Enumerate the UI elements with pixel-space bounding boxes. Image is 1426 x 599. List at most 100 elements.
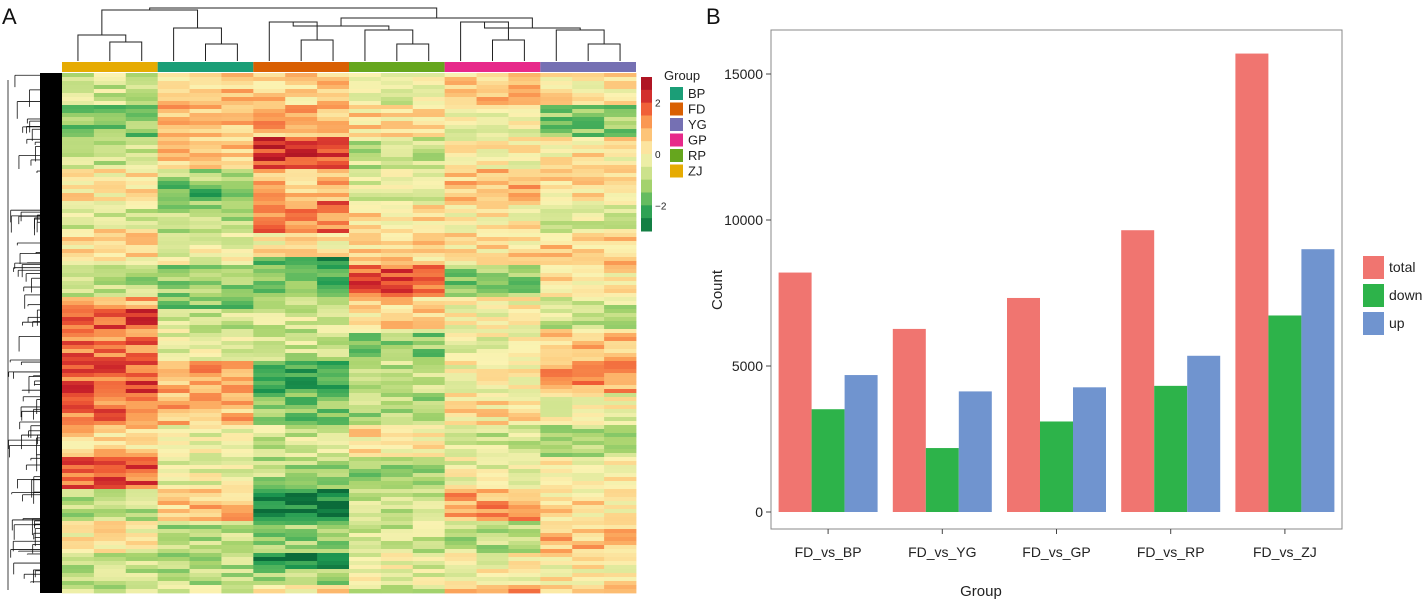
heatmap-cell	[349, 165, 382, 170]
heatmap-cell	[604, 293, 637, 298]
heatmap-cell	[540, 285, 573, 290]
heatmap-cell	[253, 93, 286, 98]
heatmap-cell	[93, 173, 127, 178]
heatmap-cell	[285, 145, 318, 150]
heatmap-cell	[253, 481, 286, 486]
legend-swatch-up	[1363, 312, 1384, 335]
heatmap-cell	[285, 121, 318, 126]
heatmap-cell	[62, 329, 95, 334]
heatmap-cell	[253, 469, 286, 474]
heatmap-cell	[62, 453, 95, 458]
heatmap-cell	[412, 517, 446, 522]
heatmap-cell	[540, 553, 573, 558]
heatmap-cell	[62, 441, 95, 446]
heatmap-cell	[93, 569, 127, 574]
heatmap-cell	[125, 105, 159, 110]
heatmap-cell	[317, 309, 350, 314]
heatmap-cell	[572, 493, 605, 498]
heatmap-cell	[189, 553, 222, 558]
heatmap-cell	[412, 93, 446, 98]
heatmap-cell	[380, 517, 414, 522]
heatmap-cell	[349, 461, 382, 466]
heatmap-cell	[444, 121, 477, 126]
heatmap-cell	[157, 521, 190, 526]
heatmap-cell	[221, 169, 254, 174]
heatmap-cell	[572, 369, 605, 374]
heatmap-cell	[189, 357, 222, 362]
heatmap-cell	[221, 289, 254, 294]
heatmap-cell	[444, 473, 477, 478]
heatmap-cell	[508, 493, 541, 498]
heatmap-cell	[349, 585, 382, 590]
heatmap-cell	[285, 189, 318, 194]
heatmap-cell	[476, 445, 509, 450]
heatmap-cell	[412, 289, 446, 294]
heatmap-cell	[93, 317, 127, 322]
heatmap-cell	[572, 525, 605, 530]
heatmap-cell	[604, 437, 637, 442]
heatmap-cell	[253, 73, 286, 78]
heatmap-cell	[444, 369, 477, 374]
heatmap-cell	[221, 101, 254, 106]
heatmap-cell	[476, 521, 509, 526]
heatmap-cell	[253, 489, 286, 494]
heatmap-cell	[317, 461, 350, 466]
heatmap-cell	[540, 517, 573, 522]
heatmap-cell	[157, 369, 190, 374]
heatmap-cell	[62, 181, 95, 186]
heatmap-cell	[157, 101, 190, 106]
heatmap-cell	[189, 333, 222, 338]
heatmap-cell	[412, 145, 446, 150]
heatmap-cell	[189, 265, 222, 270]
heatmap-cell	[285, 153, 318, 158]
heatmap-cell	[157, 397, 190, 402]
heatmap-cell	[508, 217, 541, 222]
heatmap-cell	[285, 573, 318, 578]
heatmap-cell	[412, 197, 446, 202]
heatmap-cell	[540, 177, 573, 182]
heatmap-cell	[380, 177, 414, 182]
heatmap-cell	[508, 401, 541, 406]
heatmap-cell	[62, 513, 95, 518]
heatmap-cell	[157, 561, 190, 566]
heatmap-cell	[476, 117, 509, 122]
heatmap-cell	[317, 281, 350, 286]
heatmap-cell	[189, 305, 222, 310]
heatmap-cell	[189, 409, 222, 414]
heatmap-cell	[540, 333, 573, 338]
heatmap-cell	[444, 469, 477, 474]
heatmap-cell	[604, 153, 637, 158]
heatmap-cell	[93, 373, 127, 378]
heatmap-cell	[221, 441, 254, 446]
heatmap-cell	[444, 581, 477, 586]
heatmap-cell	[93, 357, 127, 362]
heatmap-cell	[604, 369, 637, 374]
heatmap-cell	[125, 353, 159, 358]
heatmap-cell	[157, 161, 190, 166]
heatmap-cell	[412, 345, 446, 350]
heatmap-cell	[317, 169, 350, 174]
heatmap-cell	[285, 437, 318, 442]
dendrogram-link	[205, 43, 238, 61]
heatmap-cell	[221, 545, 254, 550]
heatmap-cell	[476, 97, 509, 102]
heatmap-cell	[62, 489, 95, 494]
heatmap-cell	[125, 421, 159, 426]
heatmap-cell	[572, 469, 605, 474]
scale-tick-label: 2	[655, 99, 661, 110]
heatmap-cell	[508, 473, 541, 478]
heatmap-cell	[62, 529, 95, 534]
heatmap-cell	[604, 197, 637, 202]
heatmap-cell	[540, 461, 573, 466]
heatmap-cell	[476, 297, 509, 302]
heatmap-cell	[476, 277, 509, 282]
heatmap-cell	[93, 485, 127, 490]
heatmap-cell	[349, 117, 382, 122]
heatmap-cell	[157, 589, 190, 594]
heatmap-cell	[285, 125, 318, 130]
heatmap-cell	[572, 177, 605, 182]
heatmap-cell	[62, 449, 95, 454]
legend-swatch-yg	[670, 118, 683, 131]
heatmap-cell	[444, 261, 477, 266]
heatmap-cell	[189, 461, 222, 466]
